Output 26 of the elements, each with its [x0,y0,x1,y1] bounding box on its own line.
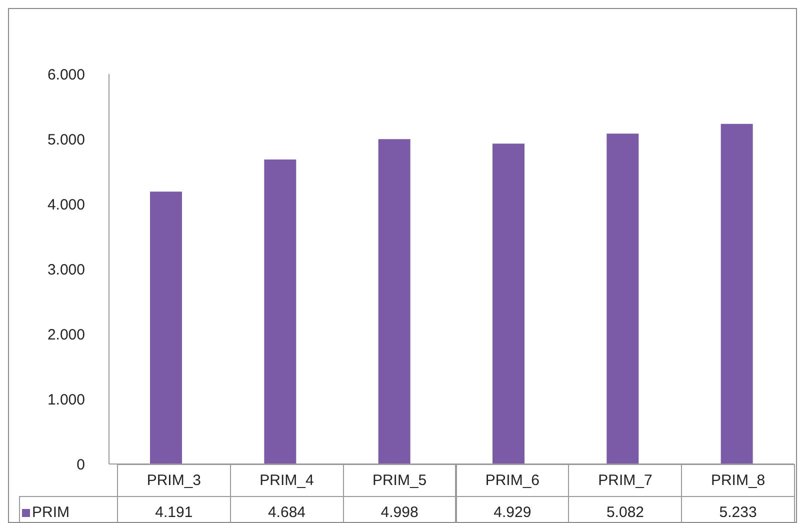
legend-label: PRIM [19,496,118,523]
x-tick-label: PRIM_7 [568,464,682,497]
bar [492,144,524,464]
y-tick-label: 6.000 [47,66,85,84]
data-label: 4.191 [117,496,231,523]
bar [378,139,410,464]
y-tick-label: 4.000 [47,196,85,214]
data-label: 4.684 [230,496,344,523]
bar [606,134,639,464]
data-label: 4.929 [456,496,570,523]
data-label: 5.082 [568,496,682,523]
x-tick-label: PRIM_3 [117,464,231,497]
x-tick-label: PRIM_5 [342,464,456,497]
y-tick-label: 5.000 [47,131,85,148]
y-tick-label: 1.000 [47,391,85,408]
bar [264,160,296,464]
y-tick-label: 2.000 [47,326,85,344]
bar [150,192,182,464]
x-tick-label: PRIM_4 [230,464,344,497]
data-label: 5.233 [681,496,795,523]
y-tick-label: 3.000 [47,261,85,278]
x-tick-label: PRIM_6 [456,464,570,497]
data-label: 4.998 [342,496,456,523]
bar [720,124,753,464]
x-tick-label: PRIM_8 [681,464,795,497]
y-tick-label: 0 [76,456,85,474]
